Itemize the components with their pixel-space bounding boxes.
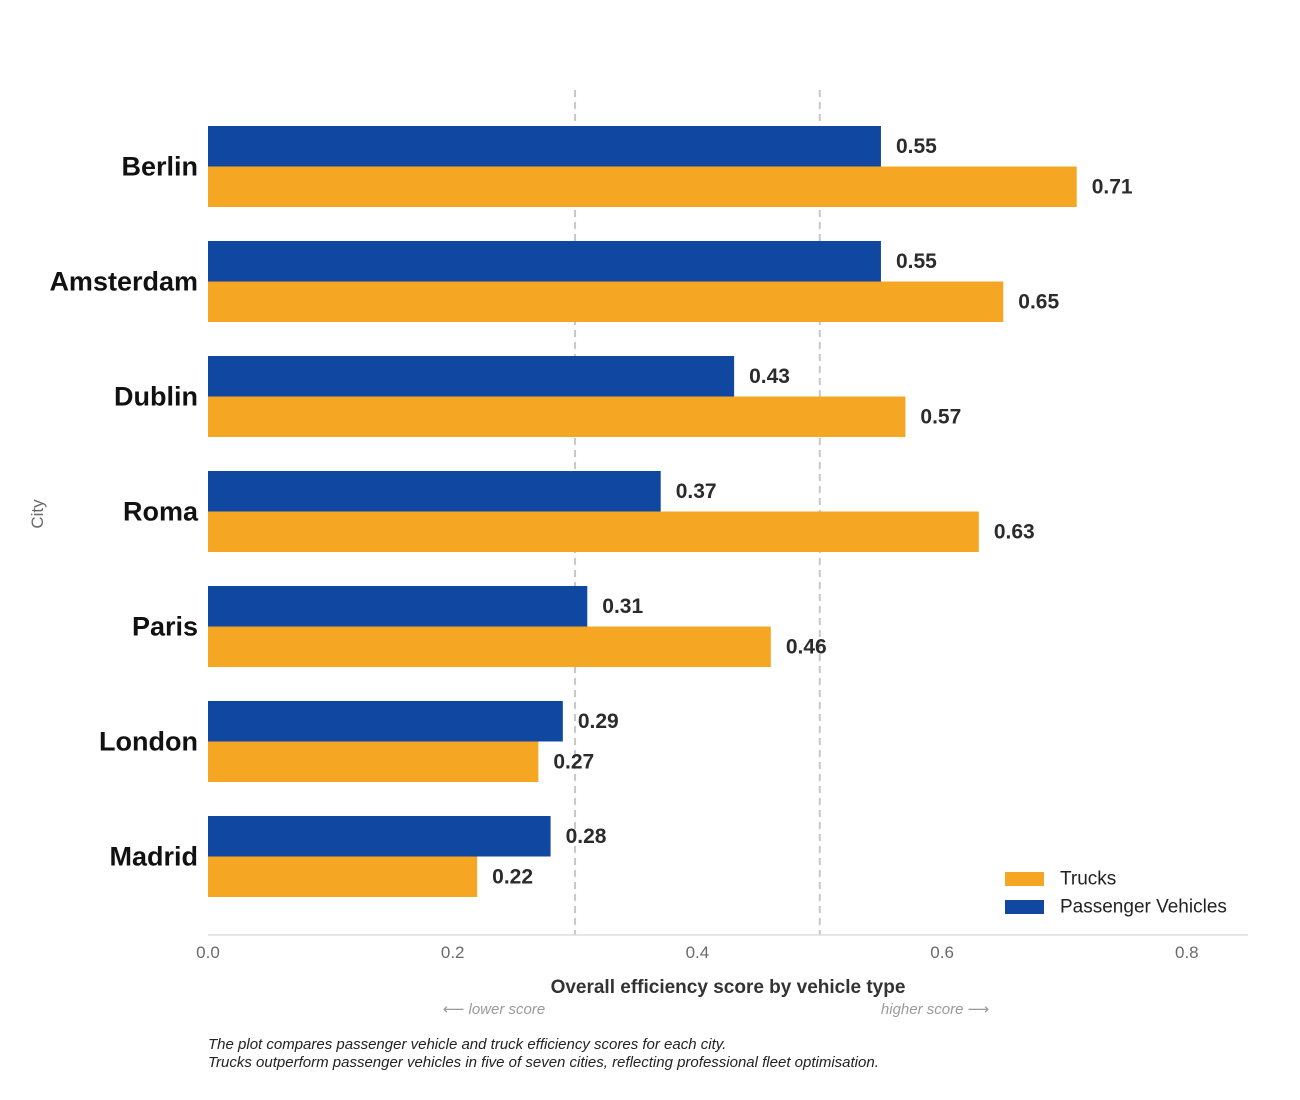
category-label-madrid: Madrid xyxy=(109,842,198,872)
value-label-london-passenger-vehicles: 0.29 xyxy=(578,710,619,733)
category-label-paris: Paris xyxy=(132,612,198,642)
value-label-amsterdam-trucks: 0.65 xyxy=(1018,290,1059,313)
value-label-roma-trucks: 0.63 xyxy=(994,520,1035,543)
category-label-roma: Roma xyxy=(123,497,199,527)
bar-madrid-passenger-vehicles xyxy=(208,816,551,857)
bar-roma-passenger-vehicles xyxy=(208,471,661,512)
direction-label-lower: ⟵ lower score xyxy=(443,1001,545,1018)
value-label-paris-trucks: 0.46 xyxy=(786,635,827,658)
x-tick-label-0-0: 0.0 xyxy=(196,943,220,962)
caption-line-2: Trucks outperform passenger vehicles in … xyxy=(208,1054,879,1071)
category-label-berlin: Berlin xyxy=(121,152,198,182)
value-label-dublin-trucks: 0.57 xyxy=(920,405,961,428)
bar-madrid-trucks xyxy=(208,856,478,897)
value-label-paris-passenger-vehicles: 0.31 xyxy=(602,595,643,618)
bar-dublin-passenger-vehicles xyxy=(208,356,735,397)
bar-paris-trucks xyxy=(208,626,771,667)
legend-swatch-passenger-vehicles xyxy=(1005,900,1044,914)
value-label-berlin-trucks: 0.71 xyxy=(1092,175,1133,198)
direction-label-higher: higher score ⟶ xyxy=(881,1001,989,1018)
value-label-dublin-passenger-vehicles: 0.43 xyxy=(749,365,790,388)
bar-london-trucks xyxy=(208,741,539,782)
legend-swatch-trucks xyxy=(1005,872,1044,886)
y-axis-title: City xyxy=(28,499,47,529)
x-tick-label-0-6: 0.6 xyxy=(930,943,954,962)
x-tick-label-0-4: 0.4 xyxy=(686,943,710,962)
value-label-madrid-passenger-vehicles: 0.28 xyxy=(566,825,607,848)
caption-line-1: The plot compares passenger vehicle and … xyxy=(208,1036,727,1053)
x-tick-label-0-2: 0.2 xyxy=(441,943,465,962)
bar-berlin-trucks xyxy=(208,166,1077,207)
category-label-amsterdam: Amsterdam xyxy=(49,267,198,297)
value-label-amsterdam-passenger-vehicles: 0.55 xyxy=(896,250,937,273)
bar-paris-passenger-vehicles xyxy=(208,586,588,627)
bar-dublin-trucks xyxy=(208,396,906,437)
category-label-dublin: Dublin xyxy=(114,382,198,412)
bar-roma-trucks xyxy=(208,511,979,552)
value-label-madrid-trucks: 0.22 xyxy=(492,865,533,888)
bar-london-passenger-vehicles xyxy=(208,701,563,742)
legend-label-trucks: Trucks xyxy=(1060,869,1116,890)
chart-caption: The plot compares passenger vehicle and … xyxy=(208,1036,1258,1072)
value-label-berlin-passenger-vehicles: 0.55 xyxy=(896,135,937,158)
category-label-london: London xyxy=(99,727,198,757)
x-tick-label-0-8: 0.8 xyxy=(1175,943,1199,962)
bar-amsterdam-trucks xyxy=(208,281,1004,322)
x-axis-title: Overall efficiency score by vehicle type xyxy=(551,977,906,998)
efficiency-bar-chart: 0.55 0.71 Berlin 0.55 0.65 Amsterdam 0.43 0.57 D… xyxy=(28,90,1248,1018)
legend-label-passenger-vehicles: Passenger Vehicles xyxy=(1060,897,1227,918)
bar-amsterdam-passenger-vehicles xyxy=(208,241,881,282)
value-label-london-trucks: 0.27 xyxy=(553,750,594,773)
value-label-roma-passenger-vehicles: 0.37 xyxy=(676,480,717,503)
bar-berlin-passenger-vehicles xyxy=(208,126,881,167)
